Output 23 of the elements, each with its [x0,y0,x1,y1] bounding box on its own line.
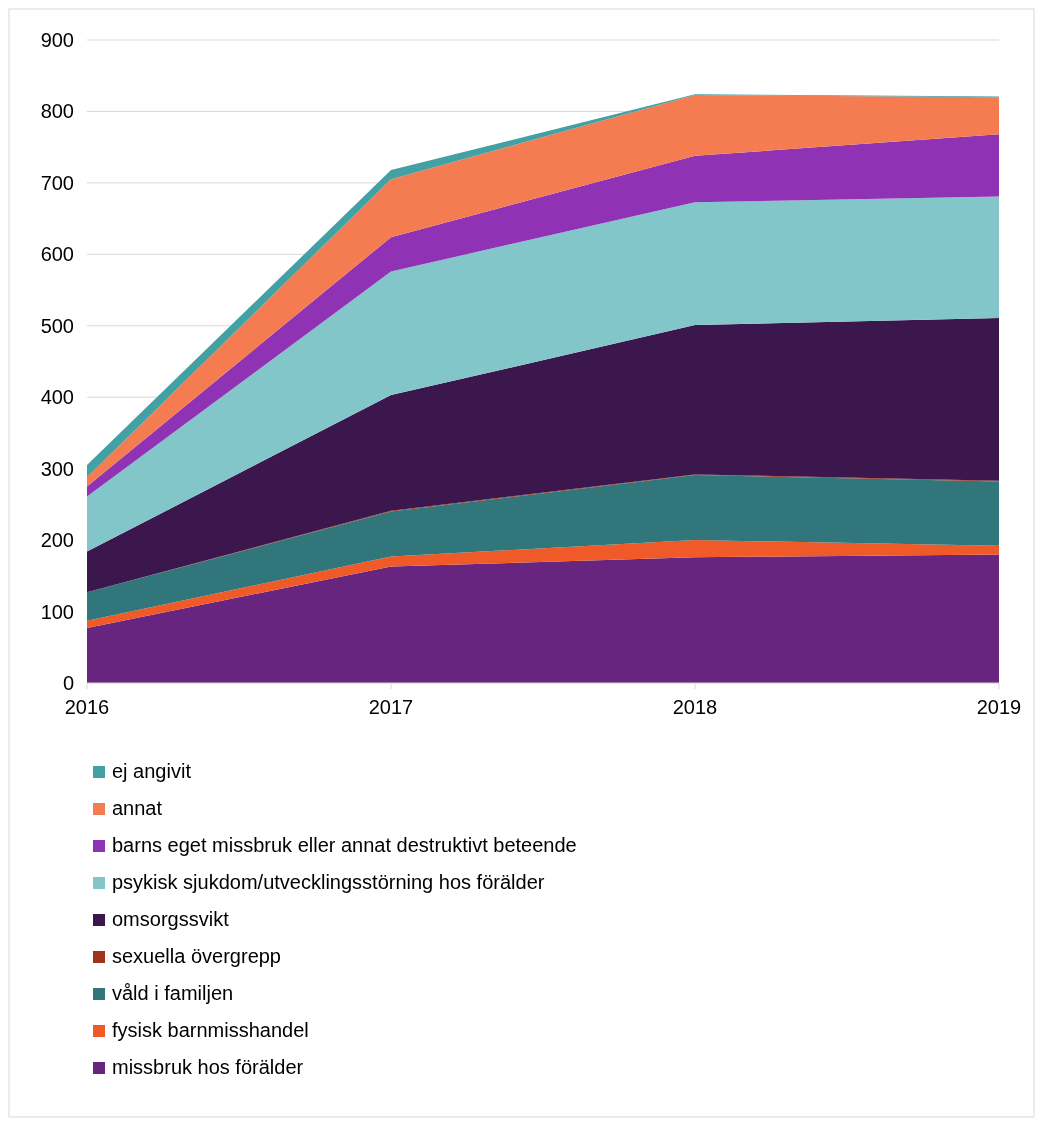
y-tick-label: 700 [40,171,74,194]
legend-label: sexuella övergrepp [112,945,281,967]
legend-label: våld i familjen [112,982,234,1004]
legend-label: annat [112,797,163,819]
legend-label: barns eget missbruk eller annat destruktivt beteende [112,834,577,856]
y-tick-label: 500 [40,314,74,337]
x-tick-label: 2016 [64,696,110,718]
y-tick-label: 600 [40,243,74,266]
y-tick-label: 400 [40,386,74,409]
y-tick-label: 800 [40,100,74,123]
y-tick-label: 0 [62,672,74,694]
y-tick-label: 100 [40,600,74,623]
x-tick-label: 2018 [672,696,718,718]
legend-label: psykisk sjukdom/utvecklingsstörning hos förälder [112,871,545,893]
y-tick-label: 300 [40,457,74,480]
y-tick-label: 900 [40,29,74,51]
legend-label: omsorgssvikt [112,908,230,930]
y-tick-label: 200 [40,529,74,552]
legend-label: ej angivit [112,760,192,782]
x-tick-label: 2017 [368,696,414,718]
legend-label: missbruk hos förälder [112,1056,304,1078]
legend-label: fysisk barnmisshandel [112,1019,309,1041]
x-tick-label: 2019 [976,696,1022,718]
